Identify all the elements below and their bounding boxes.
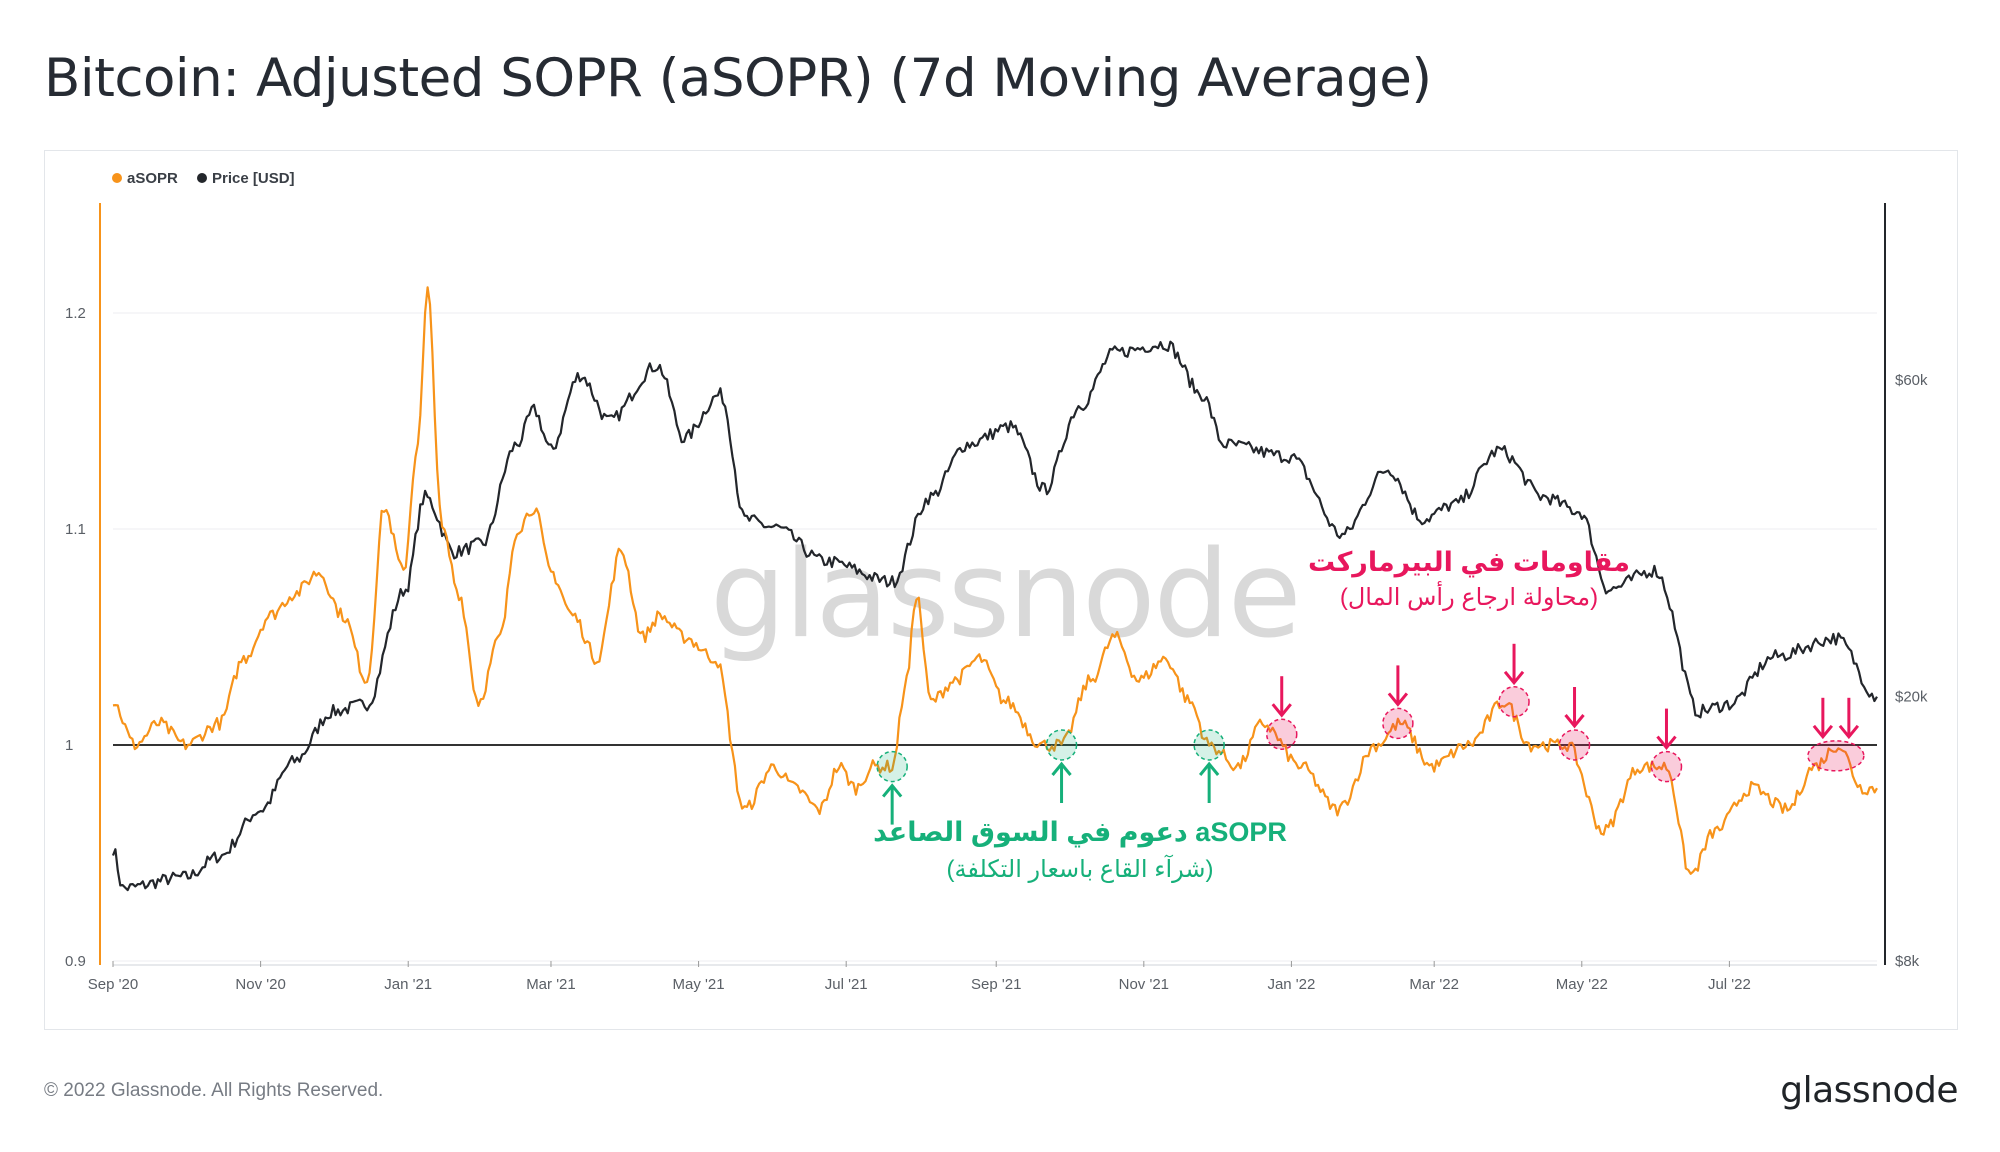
y-left-tick-label: 1.1: [65, 521, 86, 538]
series-line-asopr: [112, 286, 1878, 875]
resistance-arrow-head: [1838, 724, 1860, 740]
x-tick-label: Sep '21: [971, 976, 1021, 993]
support-arrow-head: [1051, 761, 1072, 776]
x-tick-label: Jan '21: [384, 976, 432, 993]
resistance-marker: [1558, 729, 1591, 761]
footer-copyright: © 2022 Glassnode. All Rights Reserved.: [44, 1080, 384, 1101]
x-tick-label: May '22: [1556, 976, 1608, 993]
resistance-arrow-head: [1503, 670, 1525, 686]
x-tick-label: Mar '21: [526, 976, 576, 993]
resistance-annotation-subtitle: (محاولة ارجاع رأس المال): [1340, 581, 1598, 611]
footer-logo: glassnode: [1780, 1070, 1958, 1111]
legend-label: aSOPR: [127, 170, 178, 187]
asopr-price-chart: glassnode 0.9 1 1.1 1.2 $8k $20k $60k Sep '20 No…: [65, 170, 1928, 993]
support-marker: [876, 750, 908, 783]
x-tick-label: Jul '22: [1708, 976, 1751, 993]
support-arrow-head: [1198, 761, 1220, 776]
resistance-arrow-head: [1271, 703, 1292, 718]
annotations: دعوم في السوق الصاعد aSOPR (شرآء القاع ب…: [873, 547, 1630, 883]
resistance-arrow-head: [1656, 735, 1677, 750]
resistance-marker: [1807, 740, 1865, 772]
markers: [876, 643, 1865, 825]
legend-dot: [197, 173, 207, 183]
resistance-marker: [1650, 750, 1683, 783]
y-left-tick-label: 1: [65, 737, 73, 754]
resistance-arrow-head: [1564, 714, 1585, 729]
legend: aSOPR Price [USD]: [112, 170, 295, 187]
chart-container: glassnode 0.9 1 1.1 1.2 $8k $20k $60k Sep '20 No…: [44, 150, 1958, 1030]
y-left-tick-label: 1.2: [65, 305, 86, 322]
x-tick-label: May '21: [673, 976, 725, 993]
resistance-annotation-title: مقاومات في البيرماركت: [1308, 547, 1630, 578]
resistance-arrow-head: [1387, 692, 1409, 707]
resistance-marker: [1382, 707, 1414, 740]
series-line-price: [111, 340, 1878, 892]
y-left-tick-label: 0.9: [65, 953, 86, 970]
ticks: 0.9 1 1.1 1.2 $8k $20k $60k Sep '20 Nov '20 Jan '…: [65, 305, 1928, 993]
support-marker: [1045, 729, 1078, 761]
page-title: Bitcoin: Adjusted SOPR (aSOPR) (7d Movin…: [44, 48, 1432, 109]
y-right-tick-label: $60k: [1895, 372, 1928, 389]
x-tick-label: Nov '20: [235, 976, 285, 993]
support-annotation-subtitle: (شرآء القاع باسعار التكلفة): [946, 854, 1213, 883]
resistance-marker: [1265, 718, 1298, 750]
legend-dot: [112, 173, 122, 183]
support-annotation-title: دعوم في السوق الصاعد aSOPR: [873, 817, 1287, 848]
x-tick-label: Nov '21: [1119, 976, 1169, 993]
x-tick-label: Sep '20: [88, 976, 138, 993]
resistance-arrow-head: [1812, 724, 1834, 740]
support-marker: [1193, 729, 1225, 761]
watermark: glassnode: [710, 526, 1300, 665]
x-tick-label: Jul '21: [825, 976, 868, 993]
x-tick-label: Mar '22: [1409, 976, 1459, 993]
y-right-tick-label: $8k: [1895, 953, 1920, 970]
resistance-marker: [1498, 686, 1530, 718]
y-right-tick-label: $20k: [1895, 689, 1928, 706]
series: [111, 286, 1878, 892]
support-arrow-head: [882, 783, 903, 798]
legend-label: Price [USD]: [212, 170, 295, 187]
axes: [99, 203, 1886, 966]
x-tick-label: Jan '22: [1267, 976, 1315, 993]
